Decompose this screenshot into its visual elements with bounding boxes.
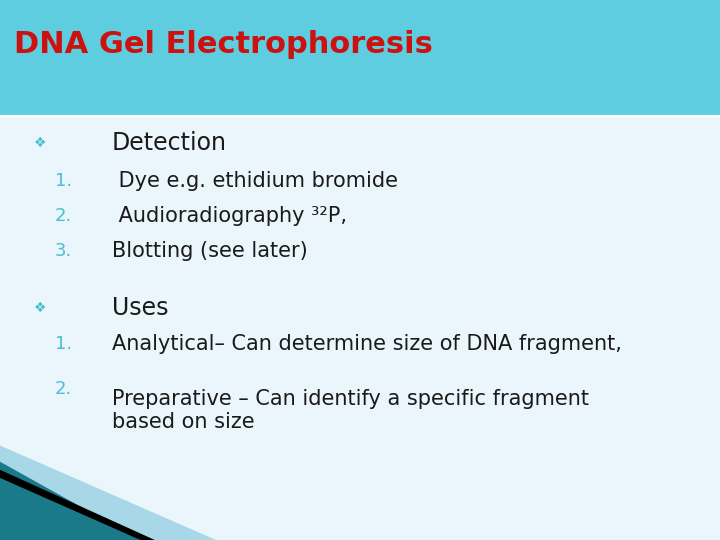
Text: Dye e.g. ethidium bromide: Dye e.g. ethidium bromide	[112, 171, 397, 191]
Polygon shape	[0, 470, 155, 540]
Text: Detection: Detection	[112, 131, 227, 155]
Text: DNA Gel Electrophoresis: DNA Gel Electrophoresis	[14, 30, 433, 59]
Text: Analytical– Can determine size of DNA fragment,: Analytical– Can determine size of DNA fr…	[112, 334, 621, 354]
Text: Audioradiography ³²P,: Audioradiography ³²P,	[112, 206, 346, 226]
Text: 3.: 3.	[55, 242, 72, 260]
Text: ❖: ❖	[33, 301, 46, 315]
Text: 1.: 1.	[55, 335, 72, 353]
Text: Blotting (see later): Blotting (see later)	[112, 241, 307, 261]
Text: 2.: 2.	[55, 380, 72, 398]
Polygon shape	[0, 462, 140, 540]
Text: Uses: Uses	[112, 296, 168, 320]
Text: ❖: ❖	[33, 136, 46, 150]
Text: 2.: 2.	[55, 207, 72, 225]
Bar	[0, 0, 720, 116]
Text: Preparative – Can identify a specific fragment
based on size: Preparative – Can identify a specific fr…	[112, 389, 589, 432]
Polygon shape	[0, 446, 216, 540]
Text: 1.: 1.	[55, 172, 72, 190]
